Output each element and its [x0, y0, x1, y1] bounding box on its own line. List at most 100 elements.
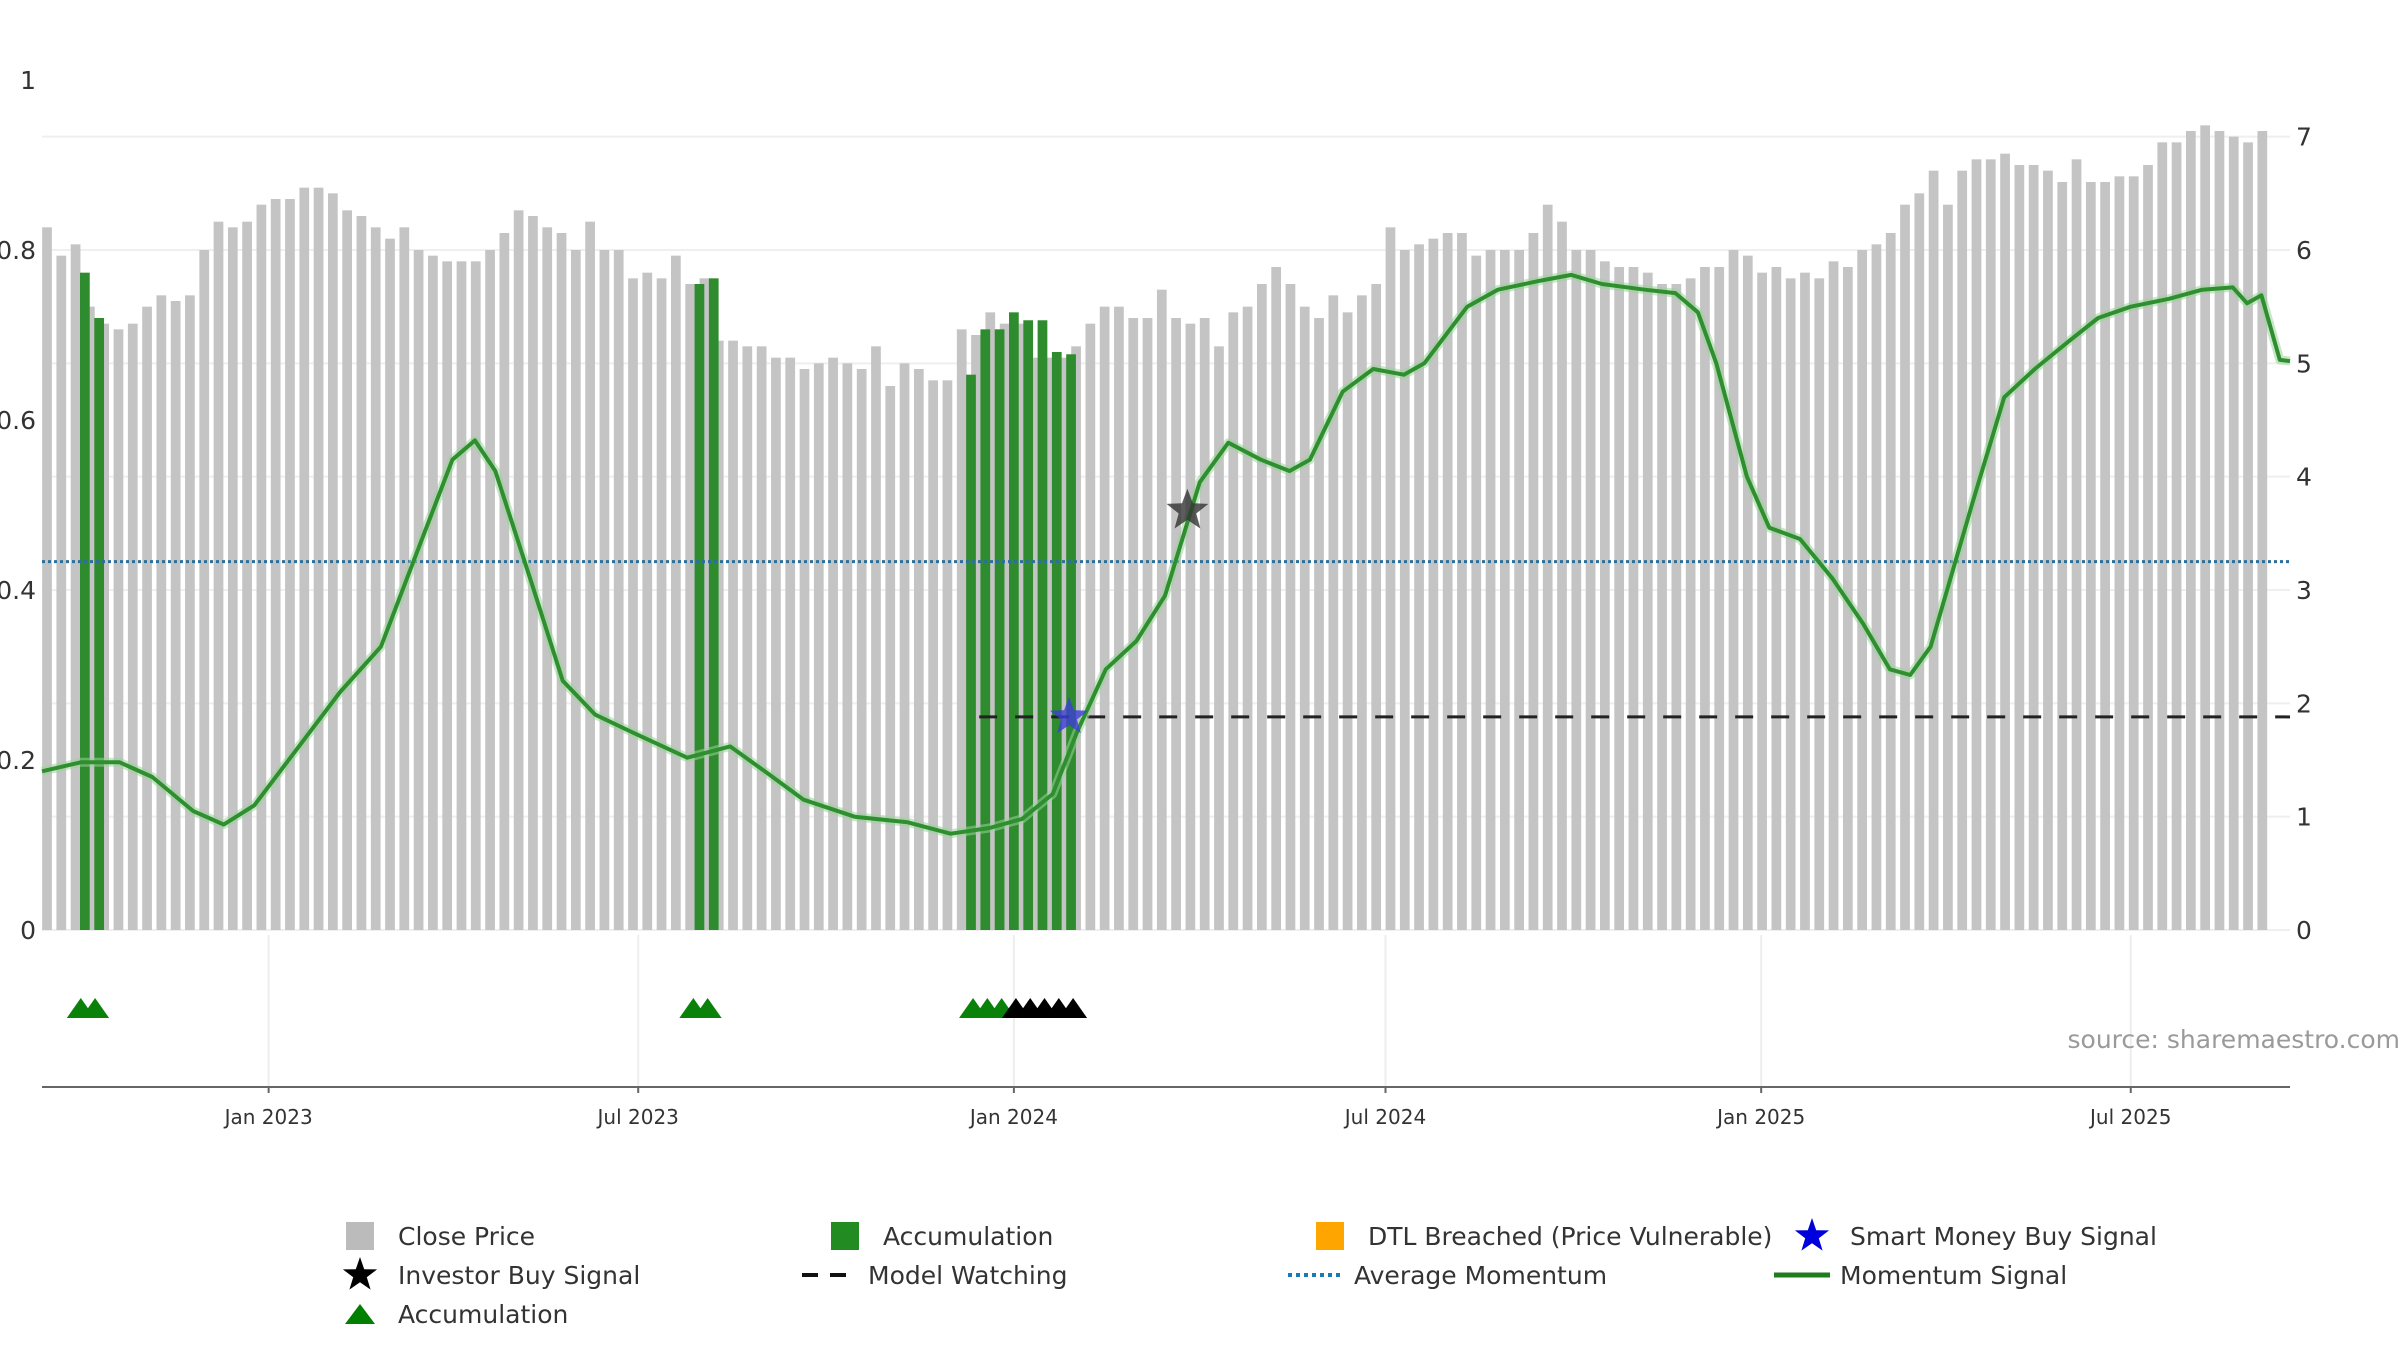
close-price-bar [1814, 278, 1825, 930]
axes: 0 0.2 0.4 0.6 0.8 1 0 1 2 3 4 5 6 7 Jan 2023 Jul 2023 Ja… [0, 66, 2312, 1129]
close-price-bar [1357, 295, 1367, 930]
close-price-bar [1871, 244, 1882, 931]
close-price-bar [313, 187, 324, 930]
right-axis-tick-label: 4 [2296, 463, 2312, 492]
close-price-bar [156, 295, 167, 930]
close-price-bar [270, 199, 281, 930]
x-axis-tick-label: Jul 2024 [1343, 1105, 1426, 1129]
close-price-bar [85, 306, 95, 931]
close-price-bar [1971, 159, 1982, 931]
right-axis-tick-label: 2 [2296, 689, 2312, 718]
close-price-bar [556, 233, 567, 930]
close-price-bar [485, 250, 495, 930]
accumulation-bars [80, 272, 1076, 931]
close-price-bar [1028, 357, 1039, 931]
left-axis-tick-label: 0.8 [0, 236, 36, 265]
close-price-bar [1600, 261, 1610, 930]
right-axis-tick-label: 7 [2296, 123, 2312, 152]
close-price-bar [1171, 318, 1181, 930]
close-price-bar [370, 227, 381, 931]
accumulation-bar [1066, 354, 1076, 930]
close-price-bar [1800, 272, 1810, 931]
close-price-bar [1299, 306, 1310, 931]
close-price-bar [1642, 272, 1653, 931]
close-price-bar [542, 227, 553, 931]
close-price-bar [913, 369, 924, 930]
close-price-bar [2114, 176, 2125, 931]
right-axis-tick-label: 5 [2296, 349, 2312, 378]
close-price-bar [1700, 267, 1710, 930]
close-price-bar [70, 244, 81, 931]
close-price-bar [1943, 204, 1953, 930]
close-price-bar [199, 250, 210, 930]
right-axis-tick-label: 0 [2296, 916, 2312, 945]
close-price-bar [2014, 165, 2025, 930]
close-price-bar [242, 221, 252, 930]
close-price-bar [1485, 250, 1496, 930]
close-price-bar [1728, 250, 1739, 930]
close-price-bar [2171, 142, 2182, 931]
close-price-bar [2228, 136, 2239, 930]
right-axis-tick-label: 1 [2296, 803, 2312, 832]
close-price-bar [942, 380, 953, 930]
close-price-bar [713, 340, 724, 931]
signal-markers [1050, 488, 1209, 734]
close-price-bar [456, 261, 467, 930]
close-price-bar [1385, 227, 1396, 931]
close-price-bar [1056, 357, 1067, 931]
close-price-bar [342, 210, 353, 931]
close-price-bar [513, 210, 524, 931]
close-price-bar [1314, 318, 1324, 930]
close-price-bar [985, 312, 996, 930]
close-price-bar [1499, 250, 1510, 930]
close-price-bar [142, 306, 152, 931]
close-price-bar [113, 329, 124, 930]
close-price-bar [413, 250, 424, 930]
left-axis-tick-label: 0 [20, 916, 36, 945]
close-price-bar [1742, 255, 1753, 930]
close-price-bar [1557, 221, 1567, 930]
close-price-bar [470, 261, 481, 930]
x-axis-tick-label: Jul 2025 [2088, 1105, 2171, 1129]
right-axis-tick-label: 6 [2296, 236, 2312, 265]
close-price-bar [1657, 284, 1667, 930]
smart-money-buy-signal-star [1050, 696, 1088, 734]
close-price-bar [1442, 233, 1453, 930]
close-price-bar [1628, 267, 1639, 930]
accumulation-triangles [66, 998, 1088, 1018]
close-price-bar [2057, 182, 2068, 930]
close-price-bar [1214, 346, 1224, 930]
accumulation-bar [966, 374, 976, 931]
close-price-bar [2257, 131, 2268, 930]
close-price-bar [127, 323, 138, 931]
close-price-bar [642, 272, 653, 931]
close-price-bar [1099, 306, 1110, 931]
close-price-bar [356, 216, 367, 930]
close-price-bar [2085, 182, 2096, 930]
close-price-bar [1128, 318, 1139, 930]
close-price-bar [671, 255, 681, 930]
close-price-bar [1885, 233, 1896, 930]
close-price-bar [1328, 295, 1339, 930]
close-price-bar [728, 340, 738, 931]
close-price-bar [2214, 131, 2225, 930]
close-price-bar [2186, 131, 2196, 930]
close-price-bar [2128, 176, 2139, 931]
accumulation-bar [994, 329, 1005, 930]
close-price-bar [1042, 357, 1053, 931]
close-price-bar [499, 233, 510, 930]
close-price-bar [185, 295, 195, 930]
close-price-bar [1614, 267, 1625, 930]
close-price-bar [1185, 323, 1196, 931]
close-price-bar [1085, 323, 1096, 931]
close-price-bar [285, 199, 295, 930]
close-price-bar [585, 221, 595, 930]
close-price-bar [813, 363, 824, 930]
close-price-bar [1671, 284, 1682, 930]
close-price-bar [1114, 306, 1124, 931]
close-price-bar [1685, 278, 1696, 930]
accumulation-bar [980, 329, 991, 930]
close-price-bar [56, 255, 67, 930]
close-price-bar [971, 335, 981, 930]
close-price-bar [1371, 284, 1382, 930]
